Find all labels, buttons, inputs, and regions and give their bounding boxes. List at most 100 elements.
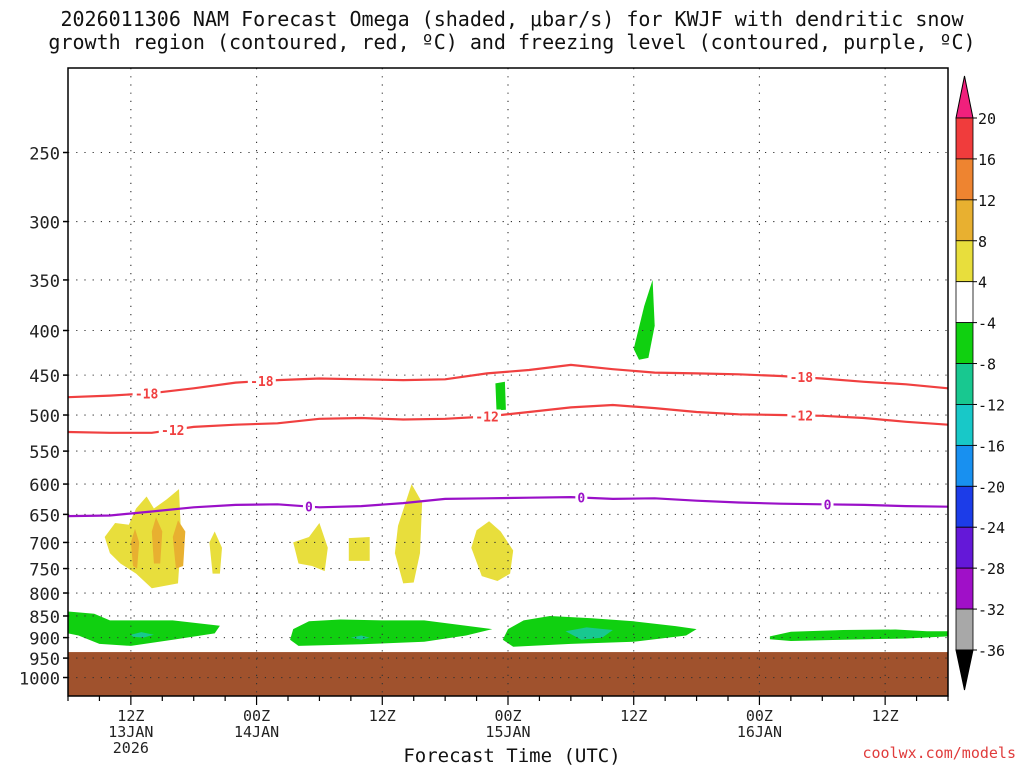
- colorbar-label: -32: [978, 601, 1005, 619]
- y-tick-label: 500: [29, 407, 60, 427]
- colorbar-swatch: [955, 322, 974, 364]
- grid-lines: [68, 68, 948, 696]
- omega-region: [293, 523, 328, 572]
- y-tick-label: 950: [29, 650, 60, 670]
- contour-line: [67, 495, 949, 518]
- contour-line: [67, 403, 949, 434]
- colorbar-label: 12: [978, 192, 996, 210]
- x-tick-label: 12Z: [872, 707, 899, 725]
- contour-label-bg: [247, 374, 276, 389]
- colorbar-swatch: [955, 567, 974, 610]
- omega-region: [769, 629, 948, 641]
- omega-region: [350, 635, 370, 640]
- omega-region: [348, 537, 370, 561]
- contour-label-bg: [575, 490, 588, 505]
- x-tick-label: 00Z: [494, 707, 521, 725]
- colorbar-swatch: [955, 281, 974, 324]
- omega-colorbar: 20 16 12 8 4 -4 -8 -12 -16 -20 -24 -28 -32 -36: [955, 75, 1005, 691]
- y-tick-label: 450: [29, 367, 60, 387]
- contour-label: 0: [577, 492, 585, 507]
- x-tick-label: 00Z: [746, 707, 773, 725]
- omega-region: [633, 279, 655, 360]
- contour-label-bg: [158, 422, 187, 437]
- credit-text: coolwx.com/models: [862, 744, 1016, 762]
- contour-label: -12: [475, 411, 498, 426]
- y-tick-label: 350: [29, 272, 60, 292]
- contour-lines: -18 -18 -18 -12 -12 -12 0 0 0: [67, 363, 949, 518]
- chart-title: 2026011306 NAM Forecast Omega (shaded, μ…: [0, 8, 1024, 54]
- contour-label-bg: [473, 409, 502, 424]
- colorbar-swatch: [955, 240, 974, 283]
- omega-region: [495, 381, 506, 411]
- x-tick-label: 12Z: [117, 707, 144, 725]
- colorbar-label: -28: [978, 560, 1005, 578]
- colorbar-label: -20: [978, 478, 1005, 496]
- x-axis-title: Forecast Time (UTC): [403, 745, 621, 767]
- colorbar-label: -8: [978, 356, 996, 374]
- colorbar-bottom-arrow: [955, 649, 974, 691]
- colorbar-label: -12: [978, 396, 1005, 414]
- omega-shading: [68, 279, 948, 647]
- colorbar-label: -36: [978, 642, 1005, 660]
- x-tick-label: 12Z: [369, 707, 396, 725]
- colorbar-label: -4: [978, 315, 996, 333]
- y-tick-label: 800: [29, 585, 60, 605]
- colorbar-swatch: [955, 158, 974, 201]
- omega-region: [130, 632, 154, 638]
- colorbar-label: 20: [978, 110, 996, 128]
- pressure-axis: 2503003504004505005506006507007508008509…: [19, 145, 68, 690]
- colorbar-label: 16: [978, 151, 996, 169]
- colorbar-label: -24: [978, 519, 1005, 537]
- colorbar-swatch: [955, 404, 974, 446]
- omega-region: [104, 489, 182, 589]
- y-tick-label: 600: [29, 476, 60, 496]
- contour-line: [67, 363, 949, 399]
- omega-region: [394, 484, 423, 584]
- y-tick-label: 850: [29, 608, 60, 628]
- colorbar-label: 4: [978, 274, 987, 292]
- contour-label-bg: [132, 386, 161, 401]
- omega-region: [68, 611, 220, 646]
- contour-label: -18: [135, 387, 159, 402]
- contour-label: -12: [161, 424, 184, 439]
- contour-label-bg: [787, 370, 816, 385]
- colorbar-swatch: [955, 199, 974, 242]
- y-tick-label: 750: [29, 561, 60, 581]
- omega-region: [471, 521, 514, 581]
- contour-label: 0: [305, 501, 313, 516]
- x-tick-label: 12Z: [620, 707, 647, 725]
- omega-region: [172, 520, 186, 569]
- colorbar-swatch: [955, 444, 974, 487]
- contour-label-bg: [787, 408, 816, 423]
- colorbar-swatch: [955, 363, 974, 405]
- contour-label: -18: [250, 375, 274, 390]
- x-tick-label: 14JAN: [234, 723, 279, 741]
- contour-label-bg: [821, 497, 834, 512]
- omega-region: [565, 627, 613, 640]
- chart-title-line-2: growth region (contoured, red, ºC) and f…: [48, 30, 976, 54]
- colorbar-swatch: [955, 117, 974, 160]
- colorbar-swatch: [955, 608, 974, 651]
- x-tick-label: 00Z: [243, 707, 270, 725]
- y-tick-label: 300: [29, 214, 60, 234]
- omega-region: [209, 531, 222, 574]
- y-tick-label: 650: [29, 506, 60, 526]
- omega-region: [151, 517, 163, 564]
- y-tick-label: 400: [29, 323, 60, 343]
- contour-label-bg: [302, 499, 315, 514]
- colorbar-swatch: [955, 485, 974, 528]
- y-tick-label: 250: [29, 145, 60, 165]
- x-tick-label: 13JAN: [108, 723, 153, 741]
- contour-label: 0: [824, 498, 832, 513]
- chart-title-line-1: 2026011306 NAM Forecast Omega (shaded, μ…: [60, 7, 964, 31]
- colorbar-label: 8: [978, 233, 987, 251]
- colorbar-top-arrow: [955, 75, 974, 119]
- contour-label: -12: [790, 409, 813, 424]
- x-tick-label: 15JAN: [485, 723, 530, 741]
- x-tick-label: 16JAN: [737, 723, 782, 741]
- y-tick-label: 700: [29, 534, 60, 554]
- x-tick-label: 2026: [113, 739, 149, 757]
- colorbar-swatch: [955, 526, 974, 569]
